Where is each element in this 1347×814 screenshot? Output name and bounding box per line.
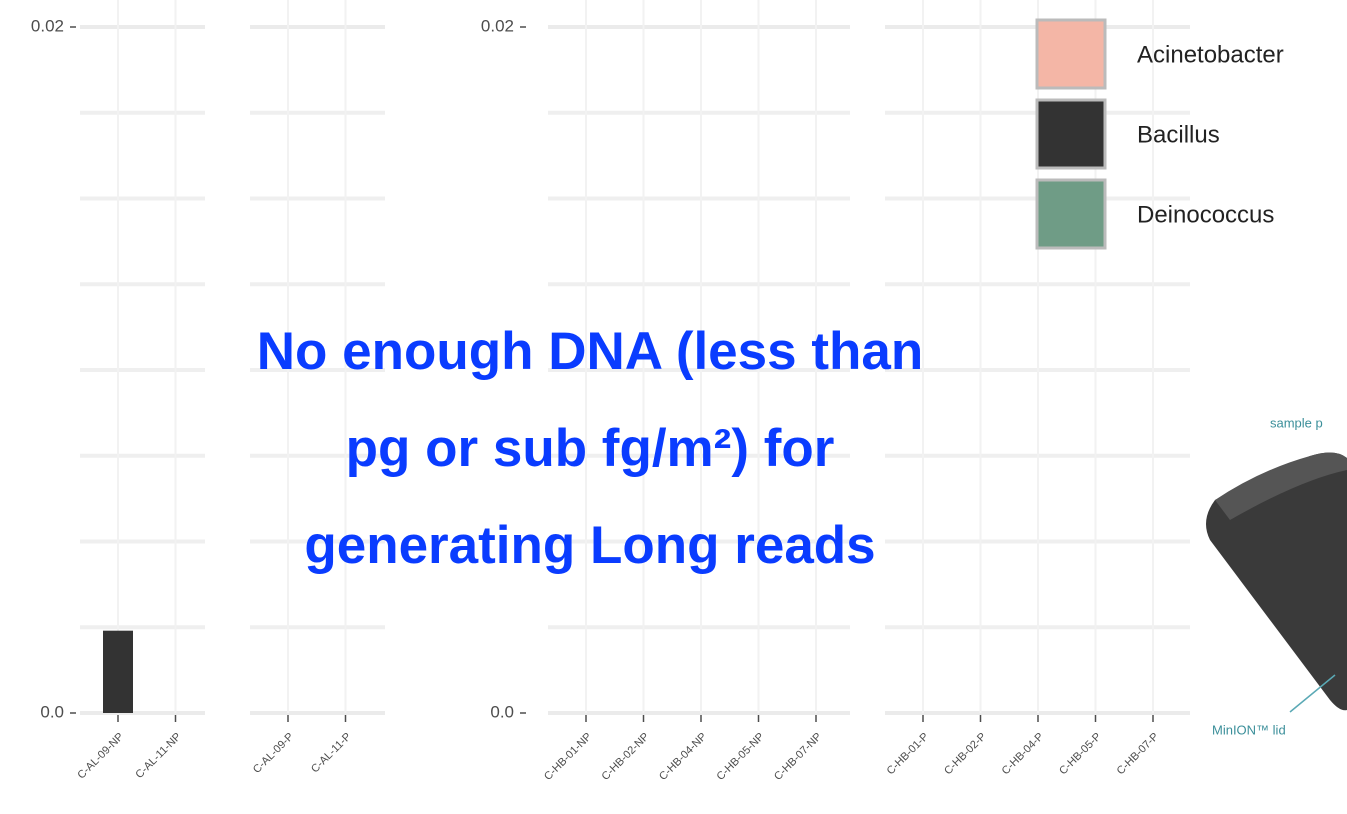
overlay-line: pg or sub fg/m²) for (346, 419, 835, 478)
x-tick-label: C-HB-04-P (1000, 731, 1047, 778)
legend-label: Acinetobacter (1137, 41, 1284, 68)
x-tick-label: C-HB-07-NP (772, 731, 824, 783)
legend-swatch (1035, 18, 1107, 90)
x-tick-label: C-AL-11-NP (133, 731, 183, 781)
device-top (1215, 452, 1347, 520)
x-tick-label: C-AL-09-P (251, 731, 296, 776)
x-tick-label: C-HB-02-NP (600, 731, 652, 783)
overlay-text: No enough DNA (less than pg or sub fg/m²)… (257, 322, 923, 575)
x-tick-label: C-AL-11-P (309, 731, 354, 776)
x-tick-label: C-AL-09-NP (75, 731, 126, 782)
bar (103, 630, 133, 713)
y-tick-label: 0.0 (490, 702, 514, 721)
y-tick-label: 0.02 (31, 16, 64, 35)
x-tick-label: C-HB-04-NP (657, 731, 709, 783)
x-tick-label: C-HB-02-P (942, 731, 989, 778)
device-label: sample p (1270, 415, 1323, 430)
x-tick-label: C-HB-05-P (1057, 731, 1104, 778)
legend-swatch (1035, 178, 1107, 250)
device-body (1206, 452, 1347, 711)
legend-swatch (1035, 98, 1107, 170)
legend-label: Deinococcus (1137, 201, 1274, 228)
x-tick-label: C-HB-05-NP (715, 731, 767, 783)
y-tick-label: 0.02 (481, 16, 514, 35)
y-tick-label: 0.0 (40, 702, 64, 721)
x-tick-label: C-HB-07-P (1115, 731, 1162, 778)
overlay-line: No enough DNA (less than (257, 322, 923, 381)
overlay-line: generating Long reads (304, 516, 875, 575)
pointer-line (1289, 674, 1336, 713)
legend-label: Bacillus (1137, 121, 1220, 148)
x-tick-label: C-HB-01-P (885, 731, 932, 778)
device-label: MinION™ lid (1212, 722, 1286, 737)
x-tick-label: C-HB-01-NP (542, 731, 594, 783)
minion-device: sample p MinION™ lid (1206, 415, 1347, 737)
